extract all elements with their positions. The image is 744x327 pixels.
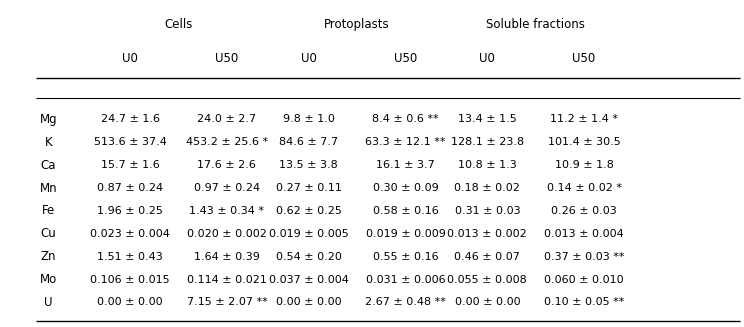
Text: 63.3 ± 12.1 **: 63.3 ± 12.1 ** — [365, 137, 446, 147]
Text: 0.013 ± 0.004: 0.013 ± 0.004 — [544, 229, 624, 239]
Text: 84.6 ± 7.7: 84.6 ± 7.7 — [279, 137, 339, 147]
Text: 7.15 ± 2.07 **: 7.15 ± 2.07 ** — [187, 298, 267, 307]
Text: Cu: Cu — [40, 227, 57, 240]
Text: 24.7 ± 1.6: 24.7 ± 1.6 — [100, 114, 160, 124]
Text: K: K — [45, 136, 52, 149]
Text: 1.43 ± 0.34 *: 1.43 ± 0.34 * — [190, 206, 264, 216]
Text: 0.18 ± 0.02: 0.18 ± 0.02 — [455, 183, 520, 193]
Text: Mg: Mg — [39, 113, 57, 126]
Text: 17.6 ± 2.6: 17.6 ± 2.6 — [197, 160, 257, 170]
Text: 16.1 ± 3.7: 16.1 ± 3.7 — [376, 160, 434, 170]
Text: 10.9 ± 1.8: 10.9 ± 1.8 — [554, 160, 614, 170]
Text: 0.62 ± 0.25: 0.62 ± 0.25 — [276, 206, 341, 216]
Text: 9.8 ± 1.0: 9.8 ± 1.0 — [283, 114, 335, 124]
Text: 0.26 ± 0.03: 0.26 ± 0.03 — [551, 206, 617, 216]
Text: 0.27 ± 0.11: 0.27 ± 0.11 — [276, 183, 341, 193]
Text: U0: U0 — [479, 52, 496, 65]
Text: 0.037 ± 0.004: 0.037 ± 0.004 — [269, 275, 349, 284]
Text: 513.6 ± 37.4: 513.6 ± 37.4 — [94, 137, 167, 147]
Text: Ca: Ca — [41, 159, 56, 172]
Text: Zn: Zn — [41, 250, 56, 263]
Text: 0.019 ± 0.009: 0.019 ± 0.009 — [365, 229, 446, 239]
Text: Soluble fractions: Soluble fractions — [487, 18, 585, 31]
Text: Mn: Mn — [39, 181, 57, 195]
Text: 0.106 ± 0.015: 0.106 ± 0.015 — [90, 275, 170, 284]
Text: 24.0 ± 2.7: 24.0 ± 2.7 — [197, 114, 257, 124]
Text: 0.060 ± 0.010: 0.060 ± 0.010 — [544, 275, 624, 284]
Text: 0.31 ± 0.03: 0.31 ± 0.03 — [455, 206, 520, 216]
Text: 13.4 ± 1.5: 13.4 ± 1.5 — [458, 114, 516, 124]
Text: 0.55 ± 0.16: 0.55 ± 0.16 — [373, 252, 438, 262]
Text: 0.58 ± 0.16: 0.58 ± 0.16 — [373, 206, 438, 216]
Text: 8.4 ± 0.6 **: 8.4 ± 0.6 ** — [372, 114, 439, 124]
Text: 10.8 ± 1.3: 10.8 ± 1.3 — [458, 160, 516, 170]
Text: 1.51 ± 0.43: 1.51 ± 0.43 — [97, 252, 163, 262]
Text: U50: U50 — [215, 52, 239, 65]
Text: 1.96 ± 0.25: 1.96 ± 0.25 — [97, 206, 163, 216]
Text: 101.4 ± 30.5: 101.4 ± 30.5 — [548, 137, 620, 147]
Text: 0.10 ± 0.05 **: 0.10 ± 0.05 ** — [544, 298, 624, 307]
Text: 0.013 ± 0.002: 0.013 ± 0.002 — [447, 229, 527, 239]
Text: 0.14 ± 0.02 *: 0.14 ± 0.02 * — [547, 183, 621, 193]
Text: 0.37 ± 0.03 **: 0.37 ± 0.03 ** — [544, 252, 624, 262]
Text: Fe: Fe — [42, 204, 55, 217]
Text: Mo: Mo — [39, 273, 57, 286]
Text: 0.019 ± 0.005: 0.019 ± 0.005 — [269, 229, 349, 239]
Text: 0.031 ± 0.006: 0.031 ± 0.006 — [365, 275, 446, 284]
Text: 15.7 ± 1.6: 15.7 ± 1.6 — [101, 160, 159, 170]
Text: 0.97 ± 0.24: 0.97 ± 0.24 — [194, 183, 260, 193]
Text: 1.64 ± 0.39: 1.64 ± 0.39 — [194, 252, 260, 262]
Text: U: U — [44, 296, 53, 309]
Text: 453.2 ± 25.6 *: 453.2 ± 25.6 * — [186, 137, 268, 147]
Text: 0.055 ± 0.008: 0.055 ± 0.008 — [447, 275, 527, 284]
Text: U0: U0 — [301, 52, 317, 65]
Text: 128.1 ± 23.8: 128.1 ± 23.8 — [451, 137, 524, 147]
Text: 13.5 ± 3.8: 13.5 ± 3.8 — [280, 160, 338, 170]
Text: 0.023 ± 0.004: 0.023 ± 0.004 — [90, 229, 170, 239]
Text: 11.2 ± 1.4 *: 11.2 ± 1.4 * — [550, 114, 618, 124]
Text: Protoplasts: Protoplasts — [324, 18, 390, 31]
Text: 0.00 ± 0.00: 0.00 ± 0.00 — [455, 298, 520, 307]
Text: 2.67 ± 0.48 **: 2.67 ± 0.48 ** — [365, 298, 446, 307]
Text: 0.30 ± 0.09: 0.30 ± 0.09 — [373, 183, 438, 193]
Text: 0.46 ± 0.07: 0.46 ± 0.07 — [455, 252, 520, 262]
Text: 0.020 ± 0.002: 0.020 ± 0.002 — [187, 229, 267, 239]
Text: U0: U0 — [122, 52, 138, 65]
Text: 0.00 ± 0.00: 0.00 ± 0.00 — [97, 298, 163, 307]
Text: Cells: Cells — [164, 18, 193, 31]
Text: 0.54 ± 0.20: 0.54 ± 0.20 — [276, 252, 341, 262]
Text: 0.00 ± 0.00: 0.00 ± 0.00 — [276, 298, 341, 307]
Text: U50: U50 — [394, 52, 417, 65]
Text: 0.87 ± 0.24: 0.87 ± 0.24 — [97, 183, 163, 193]
Text: U50: U50 — [572, 52, 596, 65]
Text: 0.114 ± 0.021: 0.114 ± 0.021 — [187, 275, 267, 284]
